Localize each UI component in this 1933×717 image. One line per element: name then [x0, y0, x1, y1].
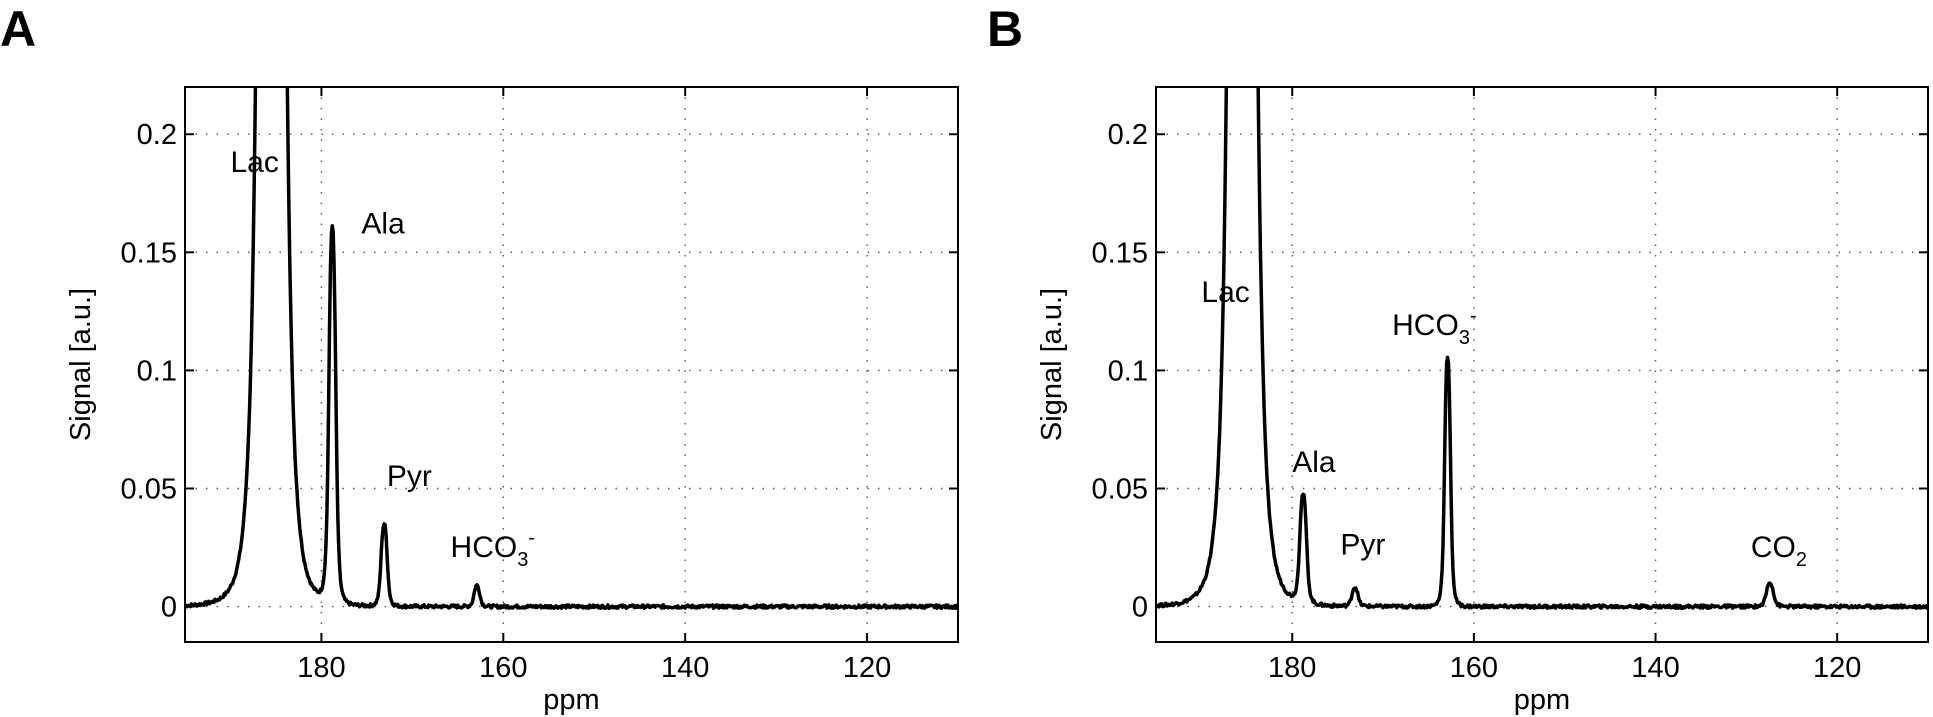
y-tick-label: 0.2	[137, 119, 177, 151]
y-tick-label: 0.15	[121, 237, 177, 269]
x-axis-label-b: ppm	[1514, 684, 1570, 716]
y-axis-label-a: Signal [a.u.]	[65, 288, 97, 441]
peak-label: Lac	[1201, 276, 1249, 309]
x-tick-label: 120	[1813, 652, 1861, 684]
panel-b: B 180 160 140 120 0 0.05 0.1 0.15 0.2 ppm Signal […	[987, 1, 1929, 716]
peak-label: Pyr	[1340, 529, 1385, 562]
peak-label: CO2	[1751, 531, 1807, 571]
plot-frame-b	[1155, 86, 1929, 643]
y-axis-label-b: Signal [a.u.]	[1036, 288, 1068, 441]
peak-label: Ala	[361, 207, 405, 240]
y-tick-label: 0.05	[121, 473, 177, 505]
y-tick-label: 0	[161, 592, 177, 624]
y-tick-label: 0.05	[1092, 473, 1148, 505]
x-tick-label: 180	[1268, 652, 1316, 684]
panel-a: A 180 160 140 120 0 0.05 0.1 0.15 0.2 ppm Signal […	[0, 1, 959, 716]
peak-label: Lac	[230, 146, 278, 179]
y-tick-label: 0.2	[1108, 119, 1148, 151]
x-tick-label: 140	[661, 652, 709, 684]
peak-label: HCO3-	[451, 527, 535, 571]
y-tick-label: 0.1	[137, 355, 177, 387]
y-tick-label: 0.15	[1092, 237, 1148, 269]
plot-frame-a	[184, 86, 959, 643]
peak-label: HCO3-	[1392, 305, 1476, 349]
x-tick-label: 160	[479, 652, 527, 684]
x-tick-label: 180	[297, 652, 345, 684]
x-tick-label: 140	[1631, 652, 1679, 684]
x-axis-label-a: ppm	[543, 684, 599, 716]
x-tick-label: 160	[1450, 652, 1498, 684]
y-tick-label: 0	[1132, 592, 1148, 624]
spectrum-line-b	[1156, 87, 1928, 610]
peak-label: Ala	[1292, 446, 1336, 479]
x-tick-label: 120	[843, 652, 891, 684]
y-tick-label: 0.1	[1108, 355, 1148, 387]
panel-label-a: A	[0, 1, 36, 57]
spectrum-line-a	[185, 87, 958, 610]
peak-label: Pyr	[387, 460, 432, 493]
panel-label-b: B	[987, 1, 1023, 57]
